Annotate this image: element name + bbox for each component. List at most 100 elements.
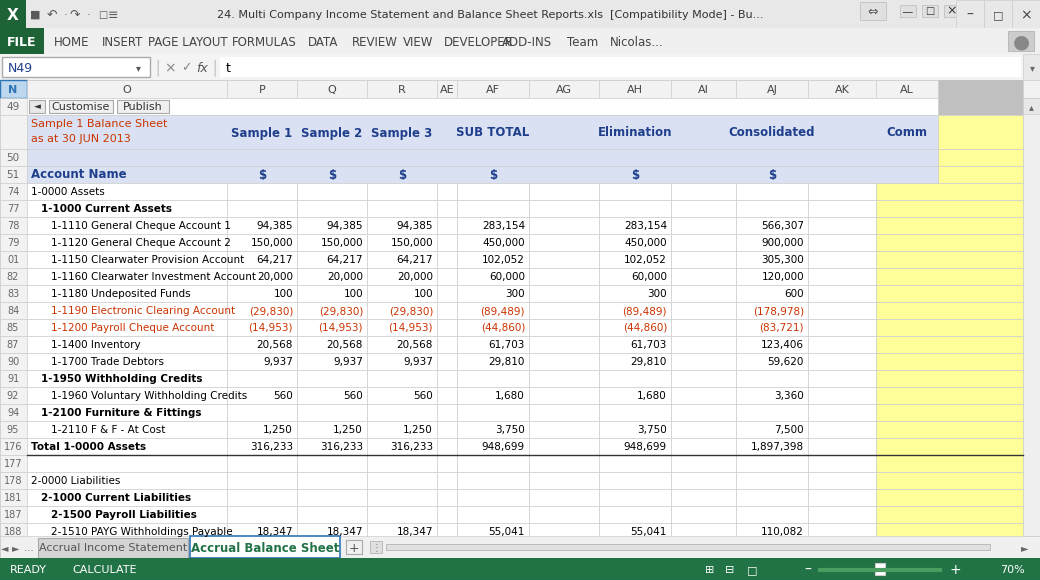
Bar: [876, 523, 1023, 540]
Bar: [297, 183, 367, 200]
Bar: [437, 285, 457, 302]
Text: ►: ►: [12, 543, 20, 553]
Bar: [297, 455, 367, 472]
Bar: [367, 336, 437, 353]
Text: 64,217: 64,217: [257, 255, 293, 265]
Bar: [599, 489, 671, 506]
Text: 94,385: 94,385: [257, 221, 293, 231]
Bar: [736, 523, 808, 540]
Text: 9,937: 9,937: [333, 357, 363, 367]
Text: ⋮: ⋮: [371, 543, 381, 553]
Text: Consolidated: Consolidated: [729, 126, 815, 140]
Bar: [944, 5, 960, 17]
Bar: [736, 489, 808, 506]
Text: ×: ×: [946, 5, 957, 17]
Bar: [457, 268, 529, 285]
Bar: [227, 302, 297, 319]
Bar: [457, 200, 529, 217]
Text: 110,082: 110,082: [761, 527, 804, 537]
Text: (29,830): (29,830): [249, 306, 293, 316]
Bar: [736, 268, 808, 285]
Text: 600: 600: [784, 289, 804, 299]
Bar: [529, 268, 599, 285]
Bar: [27, 489, 227, 506]
Text: ↶: ↶: [47, 9, 57, 21]
Text: ⇔: ⇔: [867, 5, 878, 19]
Text: $: $: [258, 169, 266, 182]
Text: $: $: [328, 169, 336, 182]
Text: ✓: ✓: [181, 61, 191, 74]
Bar: [808, 506, 876, 523]
Bar: [671, 234, 736, 251]
Text: t: t: [226, 61, 231, 74]
Text: 2-1500 Payroll Liabilities: 2-1500 Payroll Liabilities: [51, 510, 197, 520]
Text: Accrual Income Statement: Accrual Income Statement: [38, 543, 187, 553]
Text: ⊞: ⊞: [705, 565, 714, 575]
Bar: [27, 438, 227, 455]
Bar: [671, 268, 736, 285]
Text: 566,307: 566,307: [761, 221, 804, 231]
Text: 450,000: 450,000: [624, 238, 667, 248]
Text: N49: N49: [8, 61, 33, 74]
Text: AL: AL: [900, 85, 914, 95]
Text: 1-1960 Voluntary Withholding Credits: 1-1960 Voluntary Withholding Credits: [51, 391, 248, 401]
Bar: [220, 57, 1021, 77]
Bar: [227, 217, 297, 234]
Text: AF: AF: [486, 85, 500, 95]
Bar: [671, 319, 736, 336]
Bar: [1008, 31, 1034, 51]
Text: Elimination: Elimination: [598, 126, 672, 140]
Bar: [0, 0, 26, 28]
Text: 94,385: 94,385: [396, 221, 433, 231]
Bar: [599, 353, 671, 370]
Bar: [437, 336, 457, 353]
Bar: [671, 370, 736, 387]
Bar: [599, 387, 671, 404]
Bar: [190, 536, 340, 558]
Bar: [599, 285, 671, 302]
Bar: [27, 217, 227, 234]
Text: 178: 178: [4, 476, 22, 486]
Text: 49: 49: [6, 102, 20, 112]
Bar: [227, 183, 297, 200]
Text: │: │: [211, 60, 219, 77]
Text: 560: 560: [413, 391, 433, 401]
Bar: [808, 80, 876, 98]
Bar: [876, 302, 1023, 319]
Bar: [529, 183, 599, 200]
Text: Q: Q: [328, 85, 336, 95]
Bar: [227, 80, 297, 98]
Bar: [1023, 80, 1040, 98]
Text: Customise: Customise: [52, 102, 110, 112]
Bar: [599, 200, 671, 217]
Bar: [671, 438, 736, 455]
Bar: [529, 472, 599, 489]
Bar: [49, 100, 113, 113]
Bar: [437, 183, 457, 200]
Bar: [0, 217, 27, 234]
Text: REVIEW: REVIEW: [352, 35, 398, 49]
Bar: [736, 370, 808, 387]
Text: 150,000: 150,000: [390, 238, 433, 248]
Text: 20,000: 20,000: [257, 272, 293, 282]
Bar: [876, 183, 1023, 200]
Text: 1-1950 Withholding Credits: 1-1950 Withholding Credits: [41, 374, 203, 384]
Bar: [437, 217, 457, 234]
Bar: [297, 319, 367, 336]
Bar: [736, 302, 808, 319]
Bar: [27, 98, 938, 115]
Bar: [367, 183, 437, 200]
Text: fx: fx: [197, 61, 208, 74]
Bar: [457, 523, 529, 540]
Bar: [227, 404, 297, 421]
Bar: [27, 80, 227, 98]
Text: 316,233: 316,233: [320, 442, 363, 452]
Bar: [227, 336, 297, 353]
Bar: [599, 472, 671, 489]
Text: 120,000: 120,000: [761, 272, 804, 282]
Bar: [457, 438, 529, 455]
Bar: [367, 217, 437, 234]
Text: (29,830): (29,830): [318, 306, 363, 316]
Bar: [0, 506, 27, 523]
Text: ▴: ▴: [1029, 102, 1034, 112]
